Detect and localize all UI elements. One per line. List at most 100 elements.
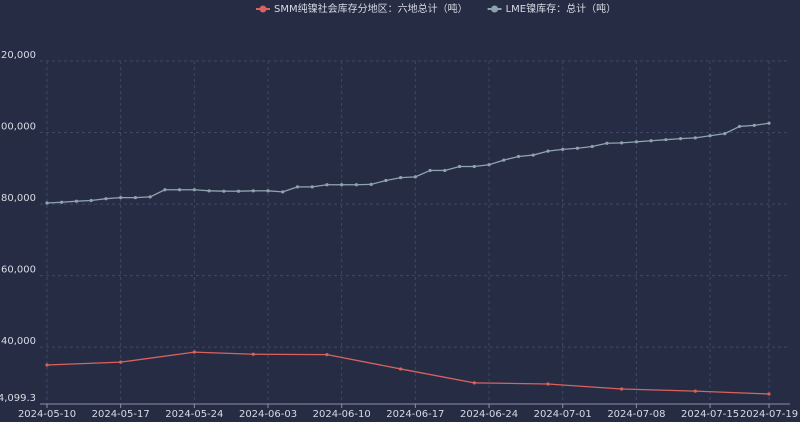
series-line (739, 124, 755, 128)
x-tick-label: 2024-07-19 (740, 409, 798, 420)
series-line (665, 137, 681, 141)
series-line (562, 147, 578, 150)
data-point (546, 382, 550, 386)
series-line (444, 165, 460, 172)
data-point (472, 381, 476, 385)
x-tick-label: 2024-07-08 (607, 409, 665, 420)
data-point (133, 196, 138, 200)
series-line (621, 141, 637, 144)
series-line (621, 388, 696, 392)
data-point (222, 189, 226, 193)
series-line (312, 184, 328, 188)
series-line (415, 169, 431, 178)
data-point (119, 360, 123, 364)
series-line (135, 196, 151, 199)
data-point (251, 189, 255, 193)
data-point (340, 183, 344, 187)
series-line (547, 383, 622, 390)
data-point (664, 138, 668, 142)
data-point (502, 158, 506, 162)
data-point (369, 182, 373, 186)
series-line (695, 135, 711, 139)
series-line (724, 125, 740, 135)
x-tick-label: 2024-07-15 (681, 409, 739, 420)
series-line (385, 176, 401, 182)
data-point (148, 195, 152, 199)
y-tick-label: 100,000 (0, 122, 36, 133)
data-point (325, 183, 329, 187)
series-line (91, 198, 107, 202)
data-point (708, 134, 712, 138)
data-point (531, 153, 535, 157)
x-tick-label: 2024-06-24 (460, 409, 518, 420)
x-tick-label: 2024-05-17 (92, 409, 150, 420)
series-line (267, 190, 283, 193)
data-point (767, 392, 771, 396)
series-line (61, 200, 77, 203)
series-line (105, 196, 121, 200)
data-point (634, 140, 638, 144)
series-line (709, 132, 725, 137)
data-point (354, 183, 359, 187)
data-point (45, 201, 49, 205)
x-tick-label: 2024-05-10 (18, 409, 76, 420)
data-point (207, 189, 211, 193)
data-point (575, 146, 580, 150)
y-tick-label: 24,099.3 (0, 393, 36, 404)
series-line (46, 201, 62, 204)
series-line (370, 179, 387, 186)
x-tick-label: 2024-06-10 (313, 409, 371, 420)
series-line (533, 150, 549, 156)
data-point (620, 141, 624, 145)
series-line (400, 368, 475, 384)
series-line (695, 390, 770, 395)
series-line (120, 351, 195, 363)
series-line (636, 140, 652, 143)
series-line (577, 145, 593, 149)
legend-icon (259, 5, 267, 13)
series-line (547, 148, 563, 152)
data-point (89, 198, 93, 203)
x-tick-label: 2024-06-03 (239, 409, 297, 420)
data-point (767, 121, 771, 125)
data-point (620, 387, 624, 391)
data-point (561, 147, 565, 151)
data-point (737, 124, 742, 129)
data-point (693, 389, 697, 393)
y-tick-label: 40,000 (1, 336, 36, 347)
data-point (413, 175, 417, 179)
data-point (74, 199, 79, 203)
data-point (384, 178, 388, 183)
data-point (45, 363, 49, 367)
data-point (178, 188, 182, 192)
series-line (326, 354, 401, 370)
data-point (649, 139, 653, 143)
series-line (651, 139, 666, 142)
data-point (266, 189, 270, 193)
x-tick-label: 2024-07-01 (534, 409, 592, 420)
x-tick-label: 2024-06-17 (386, 409, 444, 420)
data-point (236, 189, 241, 193)
series-line (282, 186, 298, 193)
y-tick-label: 120,000 (0, 50, 36, 61)
series-line (474, 164, 490, 168)
data-point (590, 144, 594, 149)
series-line (76, 199, 92, 202)
data-point (325, 353, 329, 357)
x-tick-label: 2024-05-24 (165, 409, 223, 420)
legend-label: LME镍库存：总计（吨） (506, 2, 617, 15)
series-line (194, 189, 210, 192)
series-line (680, 137, 696, 140)
series-line (503, 155, 519, 161)
data-point (678, 137, 683, 141)
data-point (472, 164, 476, 169)
data-point (192, 188, 196, 192)
data-point (163, 188, 167, 192)
data-point (723, 132, 727, 136)
data-point (428, 168, 432, 173)
data-point (516, 154, 521, 159)
series-line (592, 142, 608, 148)
series-line (518, 154, 534, 158)
series-line (488, 159, 504, 166)
